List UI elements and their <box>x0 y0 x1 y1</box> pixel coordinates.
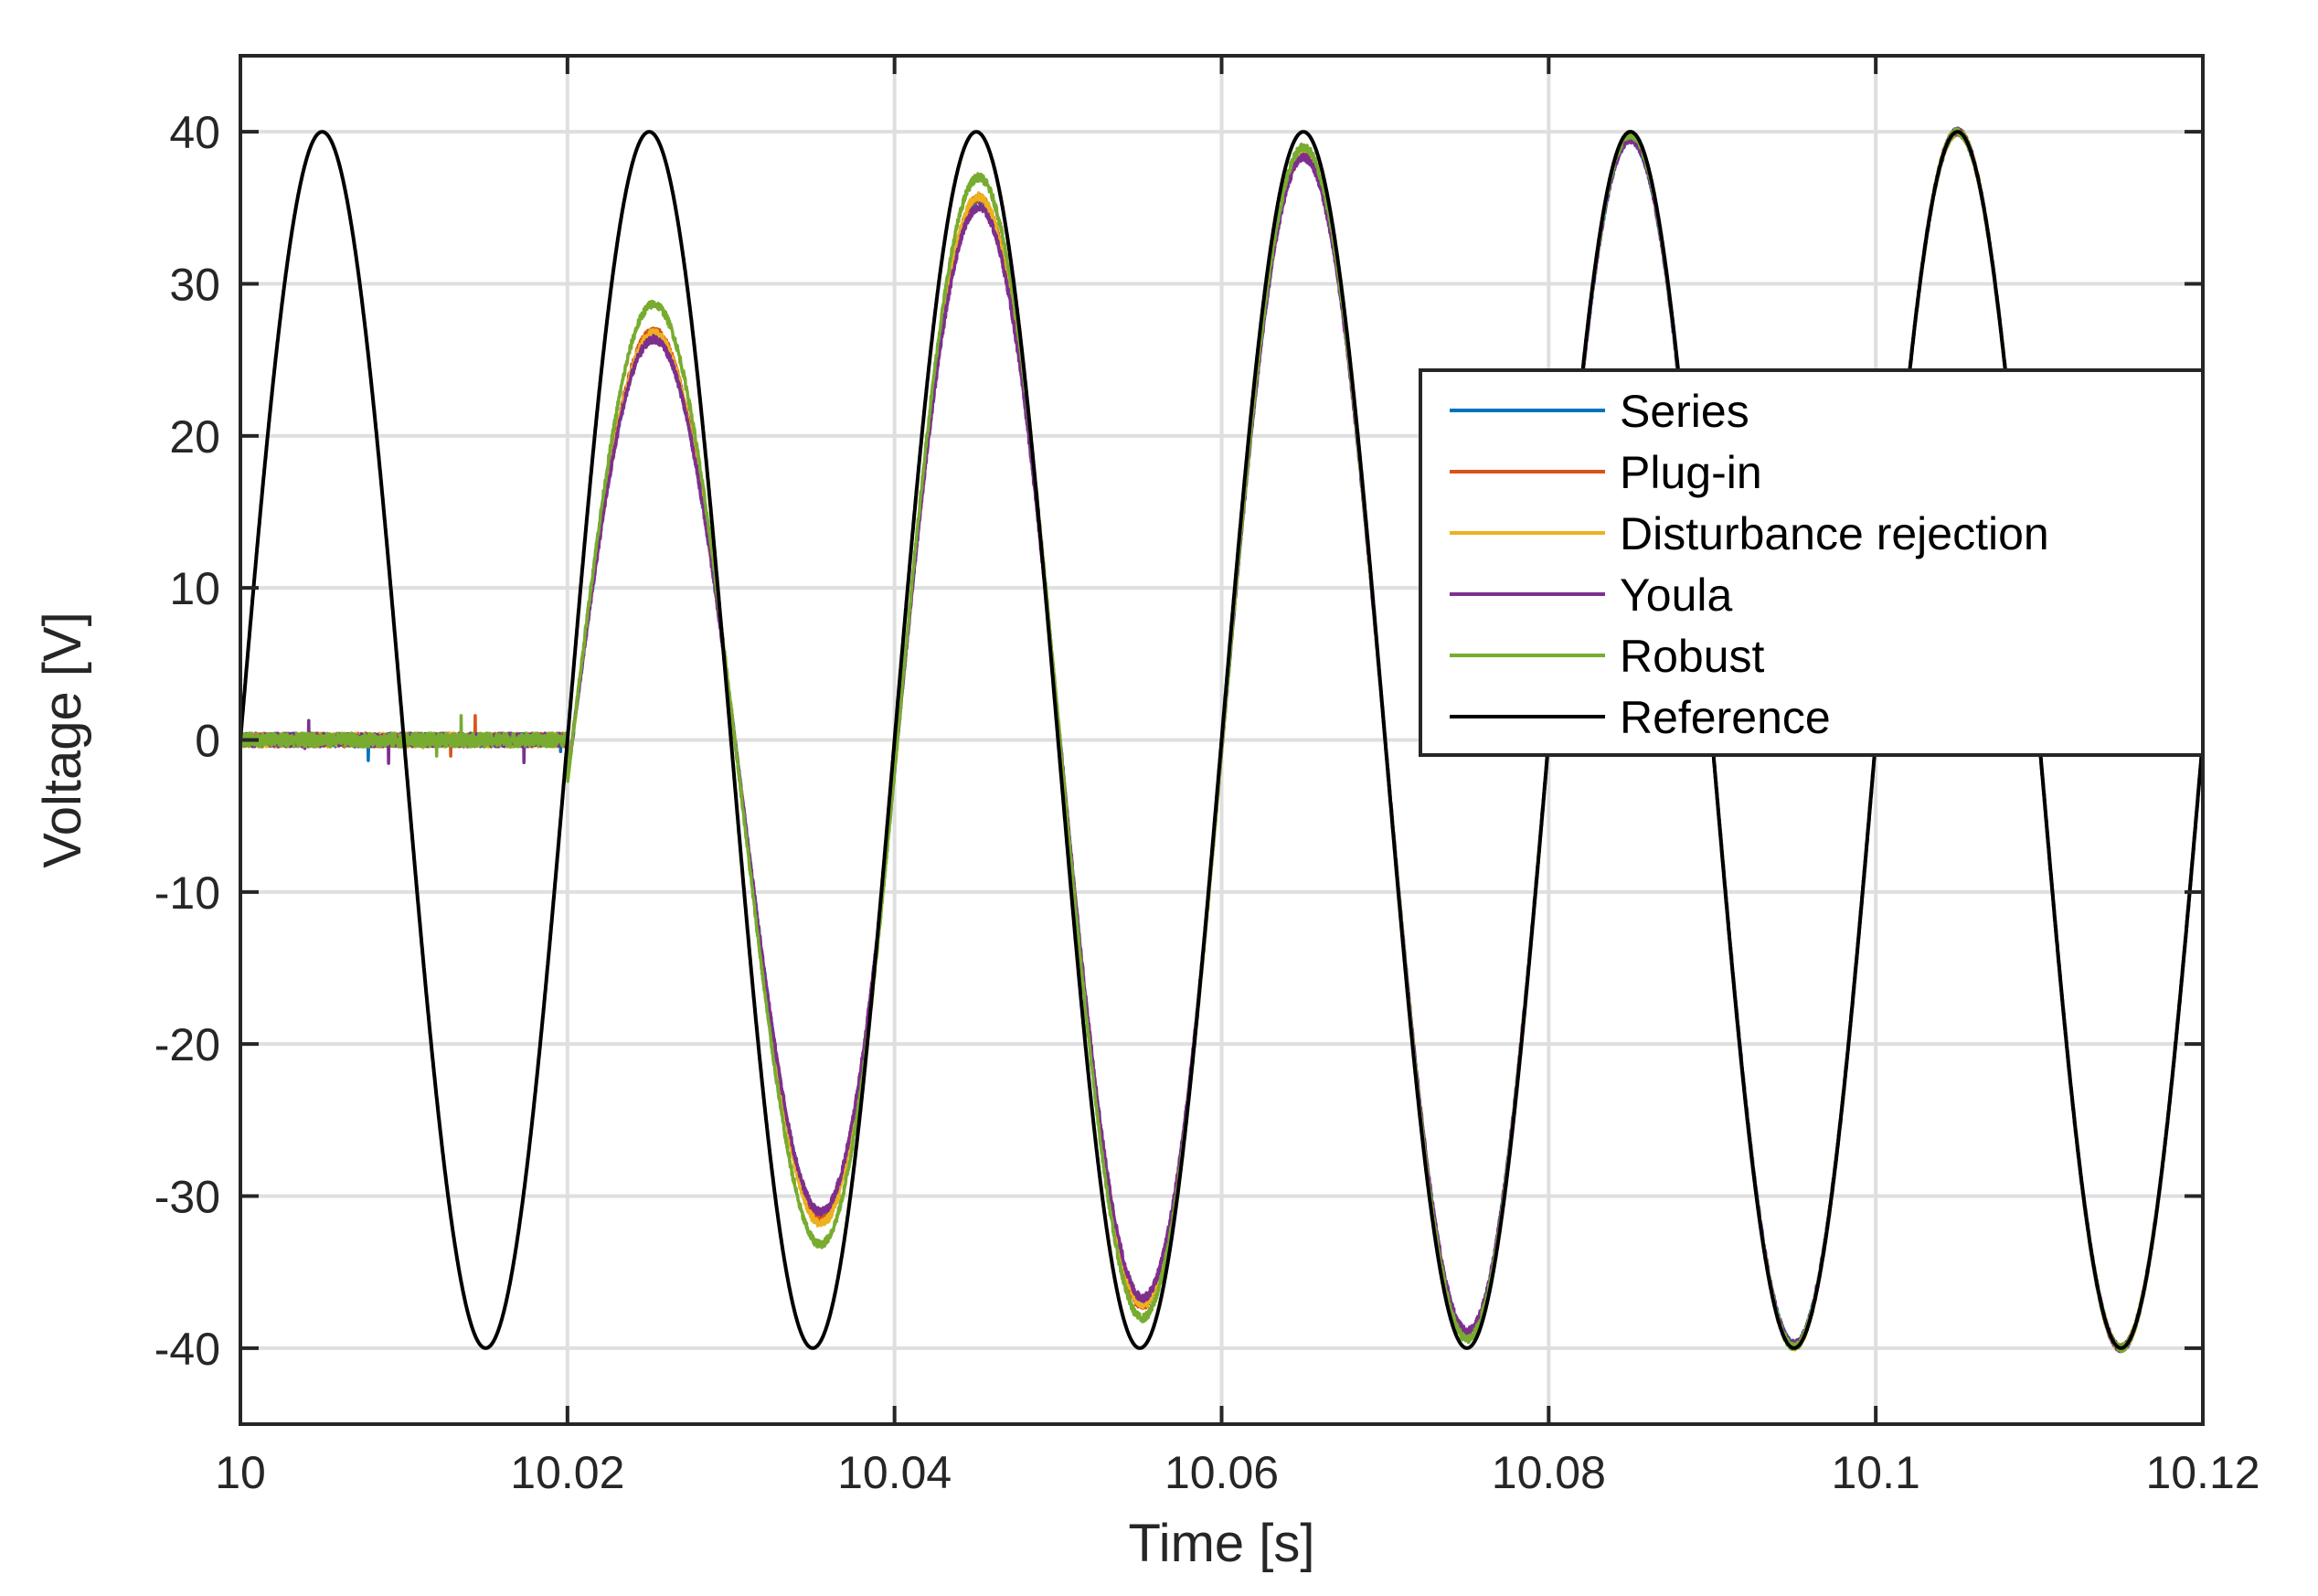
legend-label-plug-in: Plug-in <box>1620 447 1762 498</box>
y-tick-label: 20 <box>169 411 220 463</box>
y-tick-label: 0 <box>195 716 220 767</box>
x-tick-label: 10.04 <box>837 1447 952 1498</box>
legend-label-series: Series <box>1620 386 1749 437</box>
y-tick-label: -30 <box>154 1172 220 1223</box>
x-tick-label: 10 <box>215 1447 266 1498</box>
x-tick-label: 10.08 <box>1492 1447 1606 1498</box>
x-axis-title: Time [s] <box>1128 1514 1314 1573</box>
y-tick-label: -10 <box>154 867 220 919</box>
y-tick-label: -20 <box>154 1019 220 1070</box>
y-tick-label: 10 <box>169 563 220 614</box>
legend: Series Plug-in Disturbance rejection Youla R… <box>1419 368 2205 757</box>
y-axis-title: Voltage [V] <box>33 612 92 868</box>
y-tick-label: 30 <box>169 260 220 311</box>
legend-box <box>1419 368 2205 757</box>
legend-label-robust: Robust <box>1620 631 1765 682</box>
legend-label-reference: Reference <box>1620 692 1831 743</box>
legend-label-youla: Youla <box>1620 569 1732 621</box>
x-tick-label: 10.06 <box>1164 1447 1279 1498</box>
x-tick-label: 10.12 <box>2145 1447 2260 1498</box>
y-tick-label: -40 <box>154 1324 220 1375</box>
x-tick-label: 10.02 <box>510 1447 624 1498</box>
x-tick-label: 10.1 <box>1832 1447 1920 1498</box>
y-tick-label: 40 <box>169 107 220 158</box>
tick-labels: 10 10.02 10.04 10.06 10.08 10.1 10.12 -40 -30 -20… <box>154 107 2260 1498</box>
legend-label-disturbance-rejection: Disturbance rejection <box>1620 508 2049 559</box>
